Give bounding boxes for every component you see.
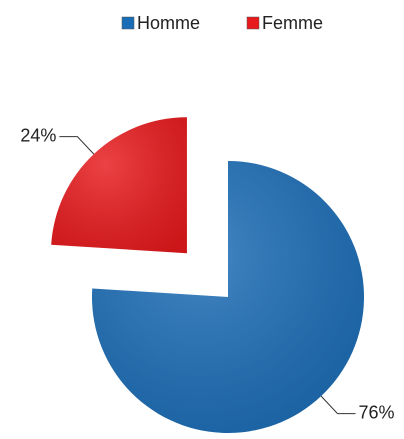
legend-label: Homme [137,13,200,33]
leader-line [320,395,356,415]
legend-label: Femme [262,13,323,33]
legend-marker [246,16,260,30]
slice-shade [91,161,364,433]
leader-line [59,136,95,155]
data-label: 24% [20,125,56,145]
legend-marker [121,16,135,30]
slice-shade [51,117,187,254]
data-label: 76% [359,402,395,422]
